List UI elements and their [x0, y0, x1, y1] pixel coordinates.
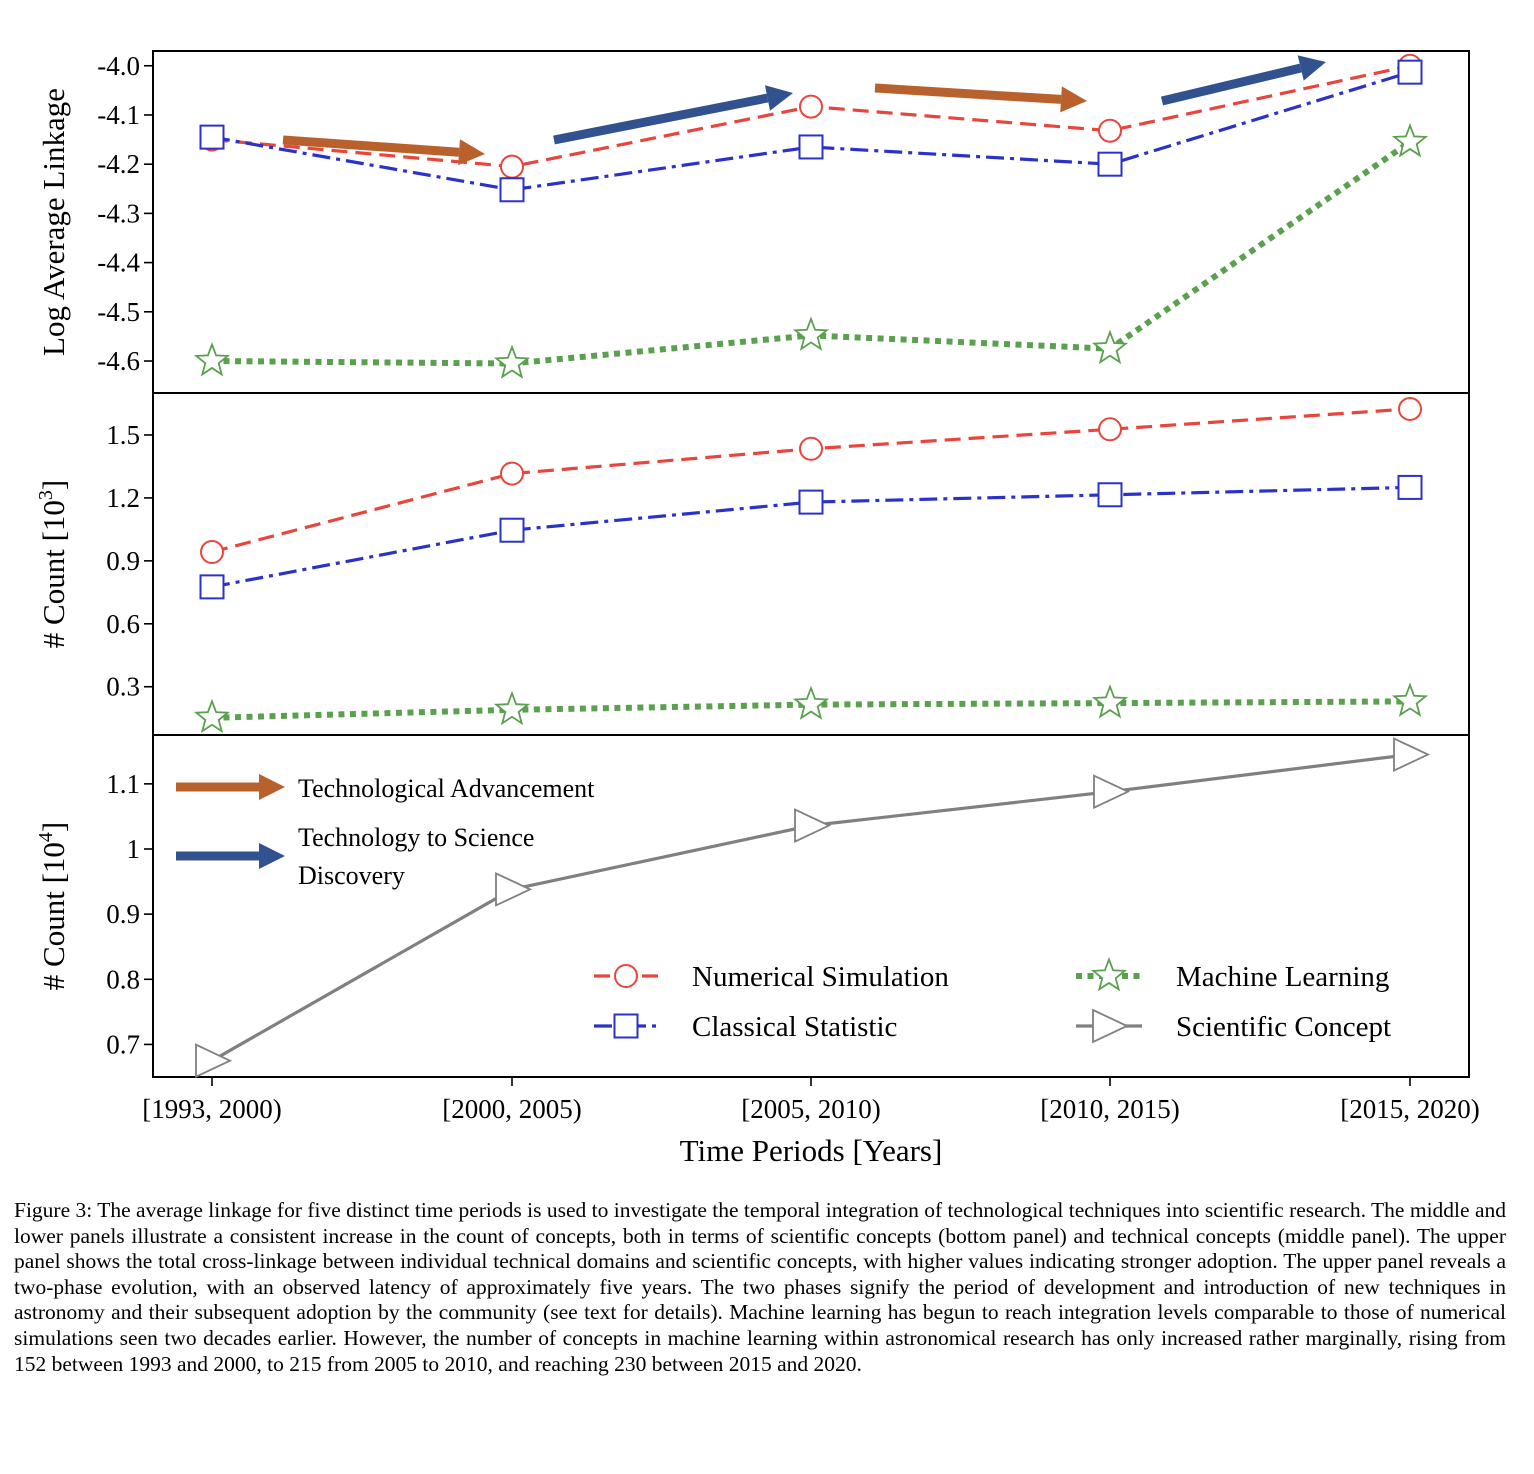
- point-machine-learning-top-2: [792, 316, 830, 351]
- arrow-head: [1060, 86, 1087, 113]
- point-machine-learning-top-3: [1091, 329, 1129, 365]
- ytick-label-top: -4.4: [97, 248, 140, 278]
- point-classical-statistic-top-3: [1097, 151, 1123, 177]
- multi-panel-line-chart: -4.6 -4.5 -4.4 -4.3 -4.2 -4.1 -4.0 Log Average …: [35, 50, 1480, 1168]
- point-classical-statistic-top-4: [1397, 59, 1423, 85]
- ytick-label-middle: 1.2: [106, 483, 140, 513]
- ytick-label-middle: 1.5: [106, 420, 140, 450]
- ytick-label-middle: 0.3: [106, 672, 140, 702]
- ytick-label-top: -4.0: [97, 51, 140, 81]
- legend-entry-numerical-simulation: Numerical Simulation: [594, 961, 949, 993]
- ytick-label-bottom: 0.9: [106, 899, 140, 929]
- tech-to-science-arrow-2: [1160, 55, 1326, 106]
- point-classical-statistic-top-2: [798, 134, 824, 160]
- legend-entry-classical-statistic: Classical Statistic: [594, 1011, 897, 1043]
- point-machine-learning-middle-2: [792, 685, 830, 720]
- legend-marker: [1090, 956, 1128, 992]
- ytick-label-bottom: 1: [127, 834, 141, 864]
- arrow-shaft: [874, 83, 1062, 104]
- arrow-head: [1297, 55, 1326, 81]
- ytick-label-top: -4.6: [97, 346, 140, 376]
- legend-label: Classical Statistic: [692, 1011, 897, 1043]
- arrow-head: [458, 139, 485, 166]
- legend-tech-advancement-label: Technological Advancement: [298, 774, 595, 803]
- legend-entry-scientific-concept: Scientific Concept: [1076, 1008, 1391, 1044]
- ylabel-bottom: # Count [104]: [35, 822, 71, 990]
- point-classical-statistic-top-1: [499, 177, 525, 203]
- figure: -4.6 -4.5 -4.4 -4.3 -4.2 -4.1 -4.0 Log Average …: [35, 50, 1480, 1168]
- ytick-label-middle: 0.6: [106, 609, 140, 639]
- point-classical-statistic-middle-0: [199, 574, 225, 600]
- point-numerical-simulation-top-2: [799, 94, 823, 119]
- ylabel-top: Log Average Linkage: [36, 88, 71, 356]
- point-classical-statistic-middle-3: [1097, 482, 1123, 508]
- series-line-numerical-simulation-middle: [211, 407, 1411, 554]
- tech-to-science-arrow-1: [553, 85, 793, 145]
- legend-tech-advancement-arrow: [176, 774, 285, 800]
- arrow-shaft: [553, 93, 769, 145]
- tech-advancement-arrow-2: [874, 83, 1087, 113]
- point-machine-learning-middle-1: [493, 690, 531, 726]
- point-classical-statistic-middle-2: [798, 489, 824, 515]
- point-scientific-concept-bottom-4: [1393, 737, 1431, 772]
- legend-tech-to-science-label-line1: Technology to Science: [298, 823, 534, 852]
- ytick-label-top: -4.5: [97, 297, 140, 327]
- point-scientific-concept-bottom-1: [495, 871, 533, 907]
- point-scientific-concept-bottom-3: [1093, 774, 1131, 810]
- point-numerical-simulation-top-1: [500, 154, 524, 179]
- arrow-head: [764, 85, 793, 111]
- point-numerical-simulation-middle-2: [799, 436, 823, 461]
- ytick-label-top: -4.1: [97, 100, 140, 130]
- arrow-shaft: [1160, 63, 1302, 106]
- series-line-classical-statistic-top: [211, 70, 1411, 192]
- arrow-shaft: [282, 135, 460, 157]
- point-numerical-simulation-middle-4: [1398, 396, 1422, 421]
- ytick-label-bottom: 1.1: [106, 769, 140, 799]
- ytick-label-middle: 0.9: [106, 546, 140, 576]
- arrow-head: [259, 843, 285, 869]
- point-classical-statistic-middle-1: [499, 517, 525, 543]
- point-scientific-concept-bottom-2: [794, 808, 832, 843]
- xtick-label: [2015, 2020): [1340, 1094, 1479, 1124]
- xtick-label: [2000, 2005): [442, 1094, 581, 1124]
- legend-label: Numerical Simulation: [692, 961, 949, 993]
- tech-advancement-arrow-1: [282, 135, 485, 166]
- xtick-label: [1993, 2000): [142, 1094, 281, 1124]
- legend-tech-to-science-label-line2: Discovery: [298, 861, 405, 890]
- ytick-label-bottom: 0.8: [106, 964, 140, 994]
- legend-marker: [1092, 1008, 1130, 1044]
- ytick-label-top: -4.3: [97, 198, 140, 228]
- point-classical-statistic-middle-4: [1397, 474, 1423, 500]
- point-scientific-concept-bottom-0: [195, 1043, 233, 1079]
- figure-caption: Figure 3: The average linkage for five d…: [14, 1198, 1506, 1376]
- point-classical-statistic-top-0: [199, 124, 225, 150]
- ytick-label-bottom: 0.7: [106, 1029, 140, 1059]
- point-machine-learning-top-0: [193, 341, 231, 377]
- xtick-label: [2010, 2015): [1040, 1094, 1179, 1124]
- legend-tech-to-science-arrow: [176, 843, 285, 869]
- legend-entry-machine-learning: Machine Learning: [1076, 956, 1389, 993]
- point-machine-learning-top-4: [1391, 122, 1429, 158]
- point-numerical-simulation-top-3: [1098, 118, 1122, 143]
- legend-label: Scientific Concept: [1176, 1011, 1391, 1043]
- xtick-label: [2005, 2010): [741, 1094, 880, 1124]
- point-machine-learning-middle-0: [193, 698, 231, 734]
- point-numerical-simulation-middle-3: [1098, 417, 1122, 442]
- point-machine-learning-middle-3: [1091, 684, 1129, 719]
- point-machine-learning-middle-4: [1391, 682, 1429, 717]
- point-machine-learning-top-1: [493, 344, 531, 379]
- arrow-head: [259, 774, 285, 800]
- xlabel: Time Periods [Years]: [680, 1133, 943, 1168]
- ylabel-middle: # Count [103]: [35, 480, 71, 648]
- ytick-label-top: -4.2: [97, 149, 140, 179]
- point-numerical-simulation-middle-1: [500, 461, 524, 486]
- legend-marker: [613, 1013, 639, 1039]
- legend-label: Machine Learning: [1176, 961, 1389, 993]
- legend-marker: [614, 964, 638, 988]
- point-numerical-simulation-middle-0: [200, 540, 224, 565]
